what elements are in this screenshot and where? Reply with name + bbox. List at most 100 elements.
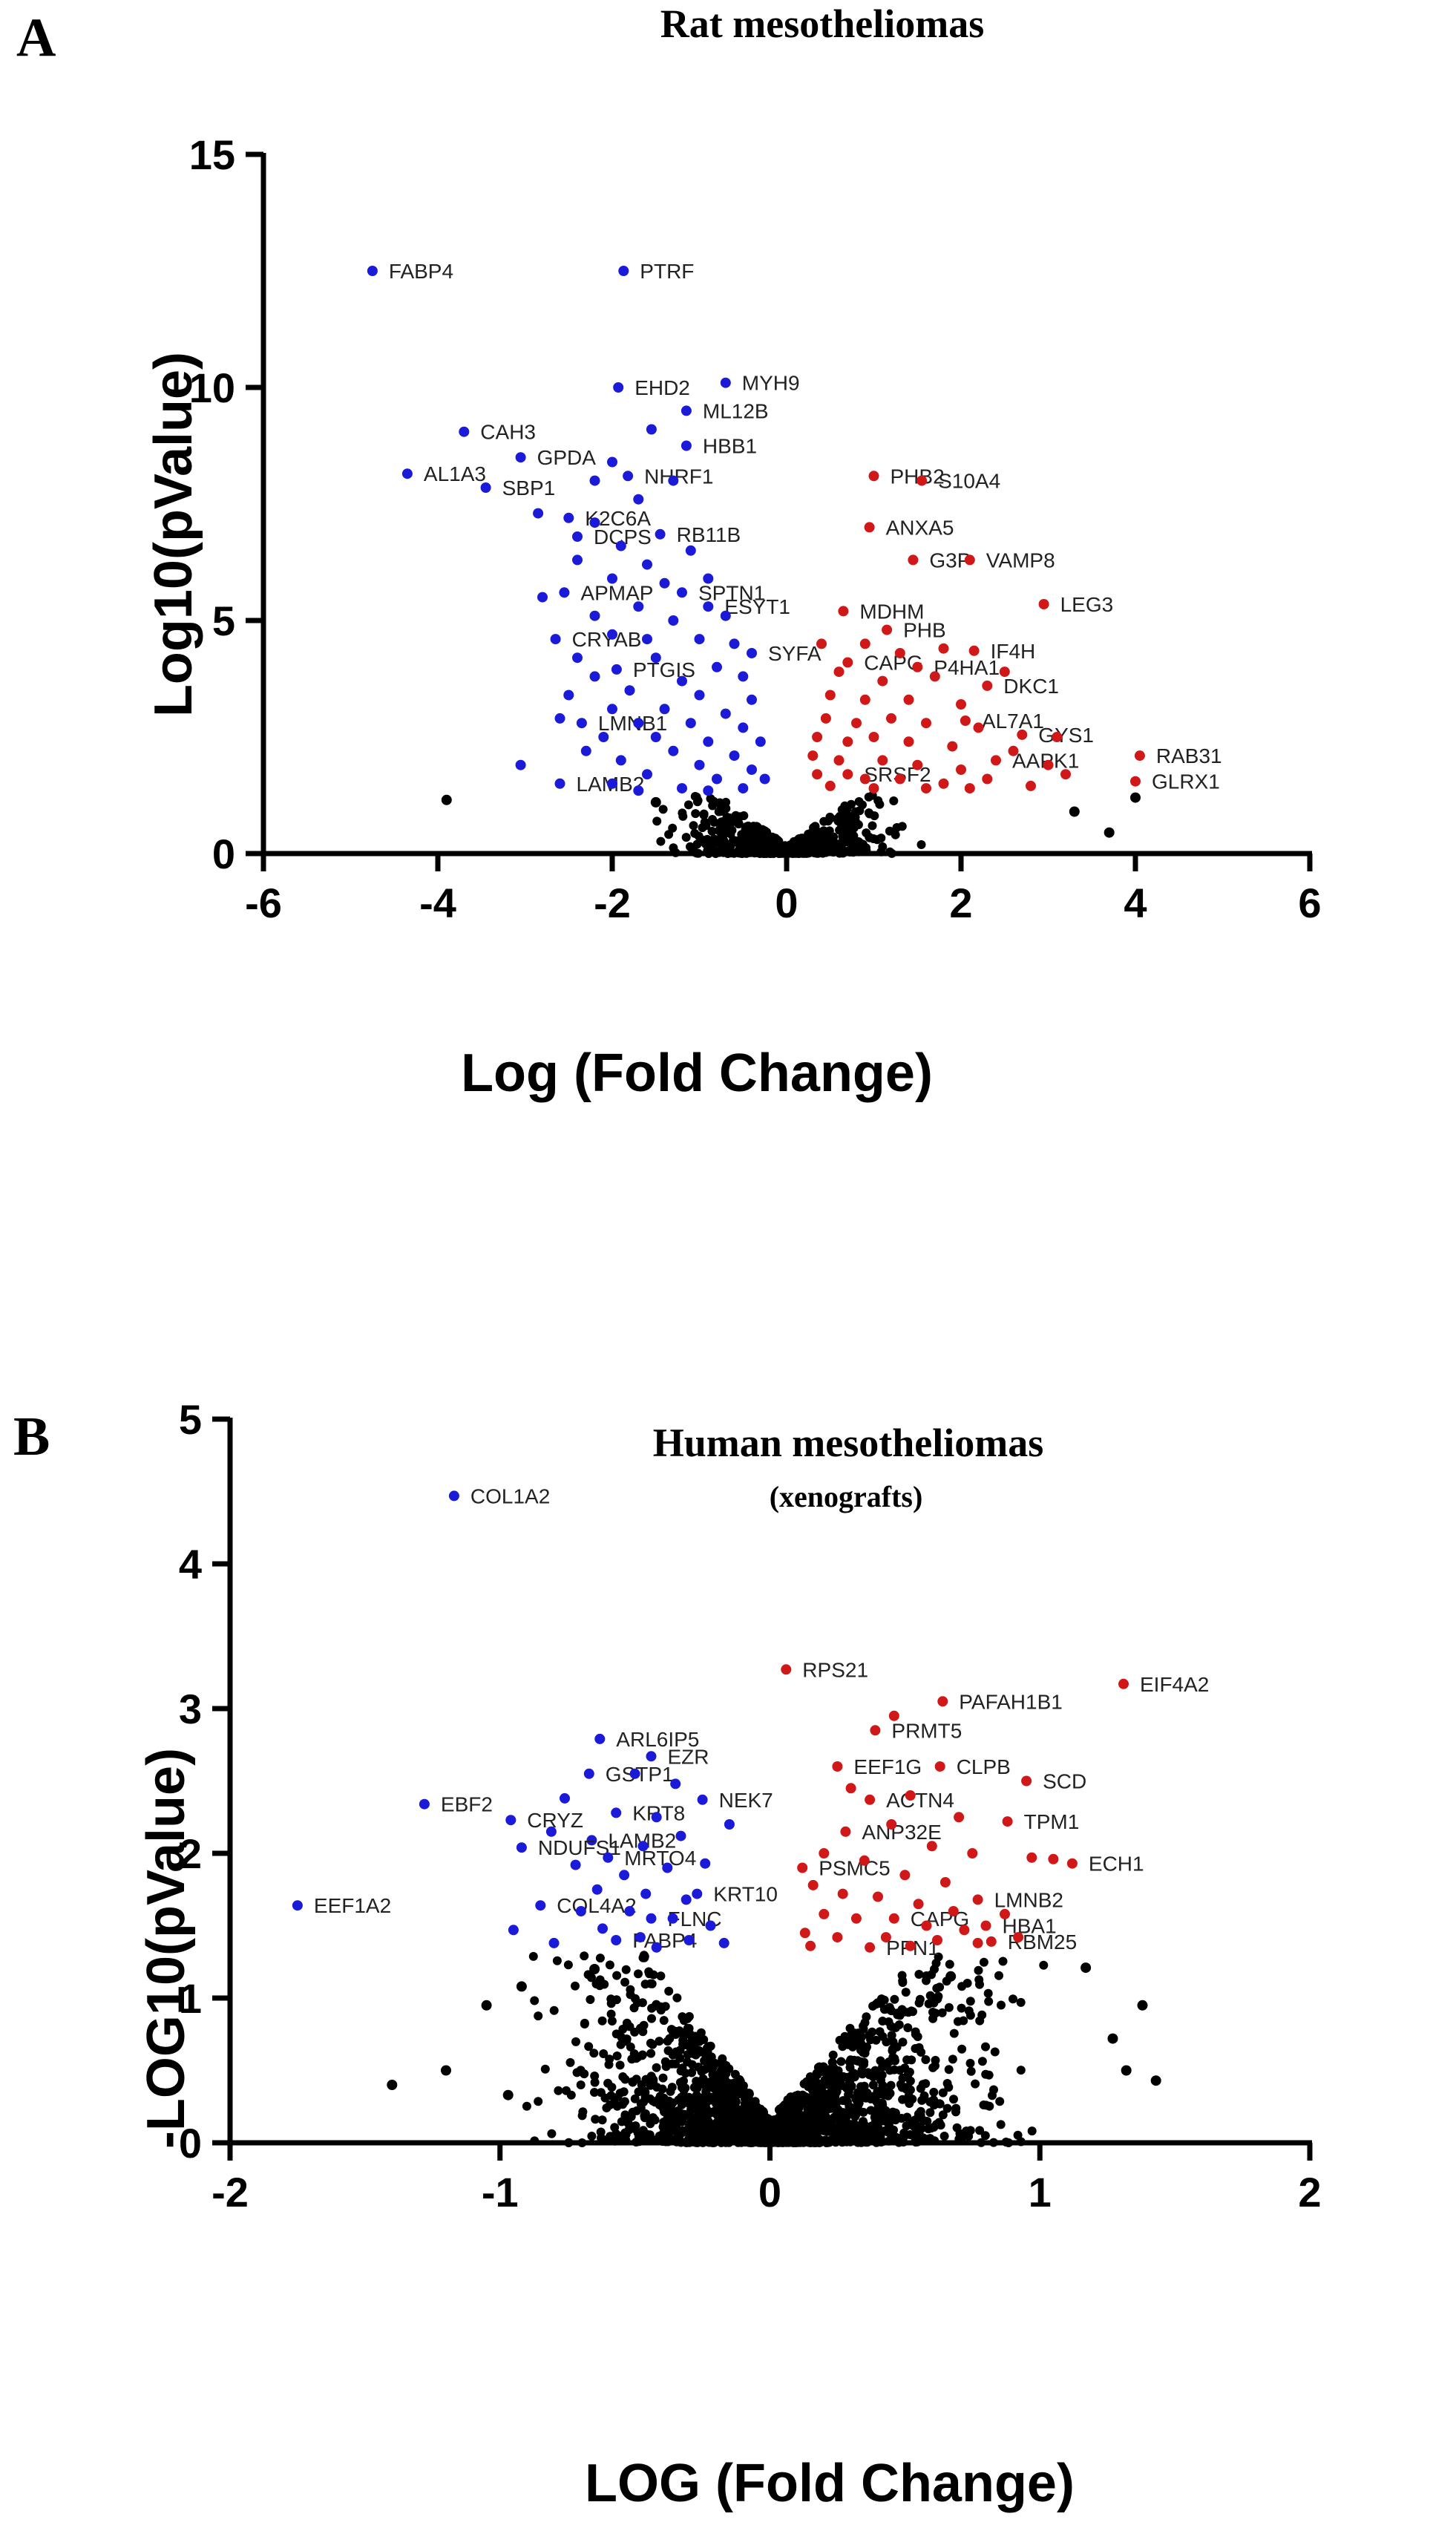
data-point — [572, 554, 583, 566]
ns-point — [639, 1951, 649, 1960]
ns-point — [611, 2129, 620, 2138]
ns-point — [885, 826, 894, 836]
ns-point — [689, 821, 698, 831]
ns-point — [852, 2035, 862, 2045]
data-point — [1130, 792, 1141, 803]
data-point — [589, 671, 600, 682]
data-point — [845, 1783, 856, 1794]
data-point — [819, 1848, 830, 1859]
data-point — [999, 667, 1010, 678]
ns-point — [718, 2075, 727, 2085]
ns-point — [974, 1975, 984, 1985]
data-point — [805, 1940, 816, 1951]
data-point — [954, 1812, 965, 1823]
data-point — [607, 778, 617, 789]
ns-point — [774, 2113, 784, 2123]
ns-point — [815, 2062, 824, 2072]
ns-point — [618, 2130, 628, 2140]
ns-point — [622, 2034, 632, 2044]
ns-point — [844, 2087, 853, 2097]
ns-point — [701, 2087, 711, 2097]
point-label: P4HA1 — [934, 656, 1000, 679]
data-point — [1013, 1932, 1024, 1943]
ns-point — [712, 2121, 722, 2131]
ns-point — [677, 2092, 686, 2102]
ns-point — [648, 2040, 658, 2049]
ns-point — [749, 822, 758, 831]
data-point — [738, 671, 749, 682]
data-point — [694, 634, 705, 645]
data-point — [1026, 1852, 1037, 1863]
ns-point — [858, 800, 867, 810]
ns-point — [851, 807, 860, 816]
data-point — [832, 1932, 843, 1943]
ns-point — [656, 1971, 666, 1981]
ns-point — [673, 2118, 683, 2127]
point-label: HBA1 — [1003, 1915, 1057, 1938]
ns-point — [629, 2003, 639, 2013]
data-point — [812, 732, 823, 742]
point-label: SCD — [1043, 1770, 1086, 1793]
ns-point — [942, 2103, 952, 2113]
data-point — [973, 722, 984, 733]
data-point — [633, 601, 644, 612]
ns-point — [784, 2122, 793, 2132]
point-label: KRT10 — [713, 1883, 778, 1906]
ns-point — [590, 2088, 599, 2097]
data-point — [938, 778, 949, 789]
ns-point — [994, 1971, 1003, 1980]
ns-point — [629, 2049, 639, 2058]
point-label: COL4A2 — [557, 1894, 636, 1917]
point-label: EIF4A2 — [1140, 1673, 1209, 1696]
ns-point — [949, 2028, 959, 2038]
ns-point — [756, 842, 766, 852]
point-label: AL1A3 — [424, 462, 486, 485]
point-label: APMAP — [580, 581, 653, 604]
ns-point — [589, 2049, 599, 2058]
data-point — [851, 718, 862, 729]
ns-point — [957, 2133, 967, 2143]
ns-point — [695, 2037, 704, 2046]
ns-point — [847, 2028, 856, 2037]
ns-point — [759, 2108, 768, 2117]
ns-point — [895, 2066, 905, 2075]
ns-point — [938, 2110, 948, 2120]
data-point — [921, 1920, 932, 1931]
point-label: RB11B — [677, 523, 741, 546]
panel-b-subtitle: (xenografts) — [770, 1480, 923, 1513]
point-label: GLRX1 — [1152, 770, 1220, 793]
ns-point — [836, 842, 845, 851]
ns-point — [660, 2002, 670, 2011]
ns-point — [966, 2066, 976, 2076]
ns-point — [599, 2049, 609, 2058]
ns-point — [678, 2040, 688, 2049]
y-tick-label: 4 — [179, 1541, 202, 1588]
data-point — [508, 1925, 519, 1936]
ns-point — [929, 2087, 939, 2097]
data-point — [583, 1768, 594, 1779]
data-point — [939, 1877, 951, 1887]
point-label: LEG3 — [1060, 593, 1114, 616]
point-label: G3P — [929, 549, 971, 572]
data-point — [824, 690, 836, 701]
point-label: PAFAH1B1 — [959, 1690, 1063, 1713]
ns-point — [854, 2098, 864, 2108]
ns-point — [922, 2117, 932, 2126]
ns-point — [702, 2046, 712, 2055]
ns-point — [898, 1978, 908, 1987]
data-point — [859, 638, 870, 649]
ns-point — [716, 2095, 726, 2104]
data-point — [681, 1894, 692, 1905]
data-point — [1104, 827, 1115, 838]
point-label: PHB2 — [891, 465, 945, 488]
data-point — [824, 780, 836, 791]
ns-point — [925, 1991, 935, 2000]
point-label: PRMT5 — [891, 1719, 962, 1742]
data-point — [755, 736, 766, 747]
point-label: EBF2 — [441, 1793, 493, 1816]
data-point — [651, 1812, 662, 1823]
data-point — [677, 675, 687, 687]
data-point — [964, 554, 975, 566]
data-point — [650, 796, 661, 808]
y-tick-label: 1 — [179, 1975, 202, 2022]
